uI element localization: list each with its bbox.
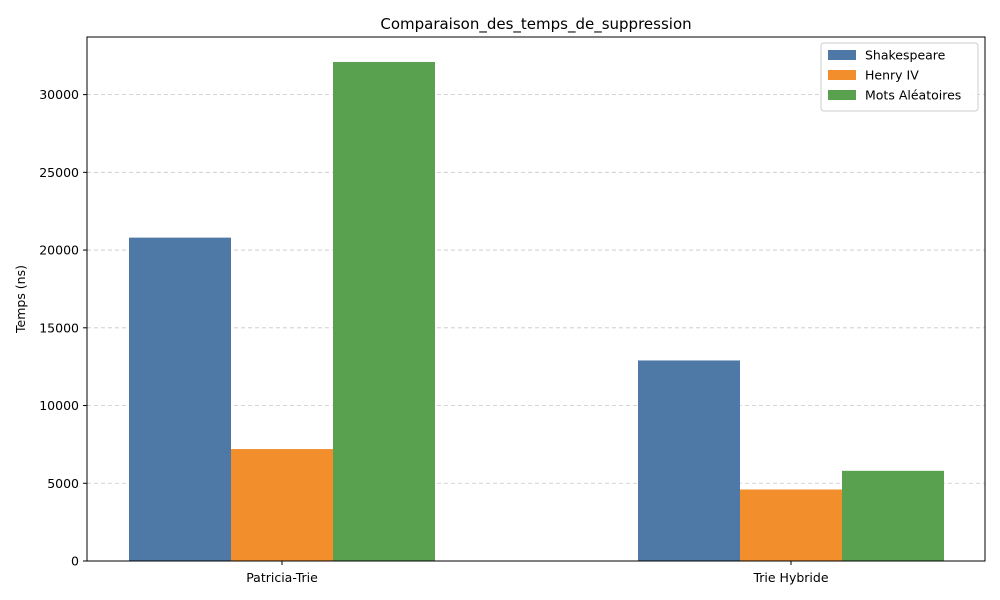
bars: [129, 61, 944, 561]
x-tick-label: Patricia-Trie: [246, 570, 318, 585]
y-tick-label: 5000: [47, 476, 79, 491]
bar-shakespeare-2: [638, 360, 740, 561]
legend-label: Henry IV: [865, 68, 919, 83]
legend-label: Shakespeare: [865, 48, 946, 63]
y-axis: 0 5000 10000 15000 20000 25000 30000: [39, 87, 87, 569]
x-axis: Patricia-Trie Trie Hybride: [246, 561, 829, 585]
legend-swatch: [828, 90, 856, 100]
y-tick-label: 15000: [39, 320, 79, 335]
bar-mots-al-atoires-2: [842, 470, 944, 561]
legend-label: Mots Aléatoires: [865, 88, 961, 103]
legend: Shakespeare Henry IV Mots Aléatoires: [820, 42, 979, 112]
bar-henry-iv-2: [740, 489, 842, 561]
y-tick-label: 20000: [39, 243, 79, 258]
legend-box: [820, 42, 979, 112]
legend-swatch: [828, 70, 856, 80]
bar-mots-al-atoires-1: [333, 61, 435, 561]
y-tick-label: 10000: [39, 398, 79, 413]
bar-henry-iv-1: [231, 449, 333, 561]
bar-shakespeare-1: [129, 237, 231, 561]
y-axis-label: Temps (ns): [13, 265, 28, 334]
y-tick-label: 30000: [39, 87, 79, 102]
y-tick-label: 25000: [39, 165, 79, 180]
gridlines: [87, 94, 985, 484]
x-tick-label: Trie Hybride: [752, 570, 828, 585]
y-tick-label: 0: [71, 554, 79, 569]
legend-swatch: [828, 50, 856, 60]
plot-frame: [86, 36, 986, 562]
chart-title: Comparaison_des_temps_de_suppression: [380, 15, 691, 34]
